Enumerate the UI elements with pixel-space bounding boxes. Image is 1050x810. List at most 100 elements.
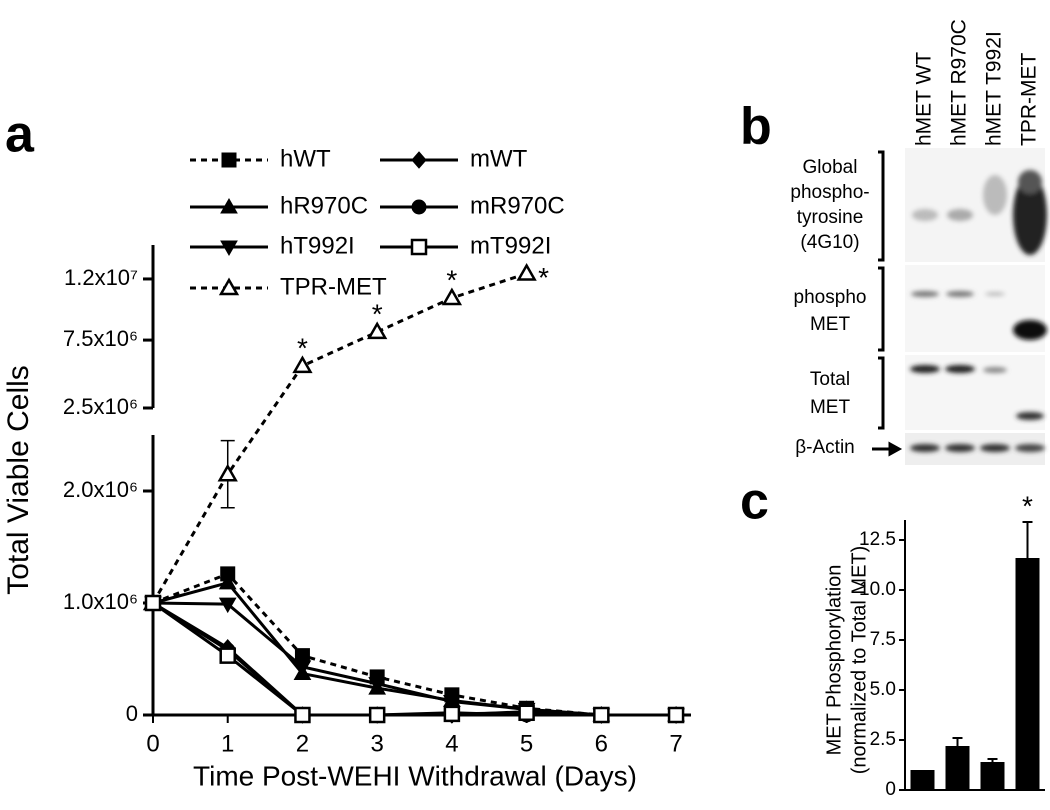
blot-bands xyxy=(910,170,1047,452)
blot-image xyxy=(872,148,1047,465)
band xyxy=(946,291,974,297)
band xyxy=(945,365,975,373)
y-tick-label: 7.5x10⁶ xyxy=(63,326,138,351)
panel-label: c xyxy=(740,473,769,531)
bracket xyxy=(878,150,885,430)
x-tick-label: 0 xyxy=(146,730,159,757)
legend-marker xyxy=(218,277,240,296)
marker xyxy=(443,705,461,723)
marker xyxy=(144,594,162,612)
annotation: * xyxy=(446,264,457,295)
x-tick-label: 5 xyxy=(520,730,533,757)
band xyxy=(980,444,1010,452)
y-tick-label: 12.5 xyxy=(859,529,896,550)
legend-marker xyxy=(220,240,238,257)
band xyxy=(1016,412,1044,420)
row-label: phospho xyxy=(794,287,867,308)
band xyxy=(983,175,1007,215)
marker xyxy=(367,321,388,340)
legend-marker xyxy=(220,197,238,214)
row-label: MET xyxy=(810,314,851,335)
marker xyxy=(368,706,386,724)
lane-label: hMET T992I xyxy=(983,31,1006,146)
marker xyxy=(294,706,311,724)
x-tick-label: 3 xyxy=(370,730,383,757)
marker xyxy=(667,706,685,724)
band xyxy=(1018,170,1042,194)
annotation: * xyxy=(372,298,383,329)
row-label: Total xyxy=(810,369,850,390)
legend-label: hT992I xyxy=(280,232,355,259)
y-tick-label: 7.5 xyxy=(870,629,896,650)
row-label: tyrosine xyxy=(797,207,864,228)
legend-label: mWT xyxy=(470,145,528,172)
band xyxy=(985,292,1005,296)
y-tick-label: 2.0x10⁶ xyxy=(63,477,138,502)
row-label: (4G10) xyxy=(800,232,859,253)
y-tick-label: 2.5 xyxy=(870,729,896,750)
marker xyxy=(293,660,312,676)
band xyxy=(1013,175,1047,255)
y-tick-label: 0 xyxy=(126,701,138,726)
annotation: * xyxy=(297,332,308,363)
x-tick-label: 2 xyxy=(296,730,309,757)
marker xyxy=(292,355,313,374)
legend-marker xyxy=(221,152,237,168)
marker xyxy=(217,463,238,482)
y-tick-label: 1.0x10⁶ xyxy=(63,589,138,614)
y-axis-title: (normalized to Total MET) xyxy=(848,546,870,775)
row-label: phospho- xyxy=(790,182,869,203)
legend-marker xyxy=(411,151,427,169)
marker xyxy=(516,263,537,281)
band xyxy=(911,291,939,297)
bar xyxy=(945,746,970,790)
bar xyxy=(910,770,935,790)
lane-label: TPR-MET xyxy=(1018,53,1041,146)
y-axis-title: Total Viable Cells xyxy=(2,365,35,595)
marker xyxy=(593,706,610,724)
annotation: * xyxy=(538,262,549,293)
series-line xyxy=(152,601,677,717)
lane-label: hMET WT xyxy=(913,52,936,146)
panel-label: b xyxy=(740,98,772,156)
y-tick-label: 10.0 xyxy=(859,579,896,600)
marker xyxy=(218,573,237,590)
band xyxy=(947,209,973,221)
band xyxy=(945,444,975,452)
annotation: * xyxy=(1022,490,1033,521)
x-axis-title: Time Post-WEHI Withdrawal (Days) xyxy=(193,760,637,791)
y-axis-title: MET Phosphorylation xyxy=(823,565,845,756)
row-label: Global xyxy=(803,157,858,178)
legend-label: hWT xyxy=(280,145,331,172)
y-tick-label: 5.0 xyxy=(870,679,896,700)
band xyxy=(983,367,1007,373)
x-tick-label: 6 xyxy=(595,730,608,757)
band xyxy=(910,365,940,373)
marker xyxy=(368,677,387,693)
row-label: β-Actin xyxy=(795,437,855,458)
band xyxy=(1013,320,1047,340)
band xyxy=(910,444,940,452)
lane-label: hMET R970C xyxy=(948,19,971,146)
error-bar xyxy=(987,758,998,762)
x-tick-label: 1 xyxy=(221,730,234,757)
marker xyxy=(518,704,535,722)
legend-label: hR970C xyxy=(280,192,368,219)
y-tick-label: 0 xyxy=(885,779,896,800)
x-tick-label: 7 xyxy=(669,730,682,757)
marker xyxy=(441,287,463,306)
panel-label: a xyxy=(5,106,35,164)
legend-marker xyxy=(411,199,427,215)
row-label: MET xyxy=(810,397,851,418)
bar xyxy=(1015,558,1040,790)
legend-label: TPR-MET xyxy=(280,273,387,300)
x-tick-label: 4 xyxy=(445,730,458,757)
band xyxy=(1015,444,1045,452)
legend-label: mR970C xyxy=(470,192,565,219)
legend-label: mT992I xyxy=(470,232,551,259)
error-bar xyxy=(1022,521,1033,558)
error-bar xyxy=(952,737,963,746)
band xyxy=(912,209,938,221)
bar xyxy=(980,762,1005,790)
